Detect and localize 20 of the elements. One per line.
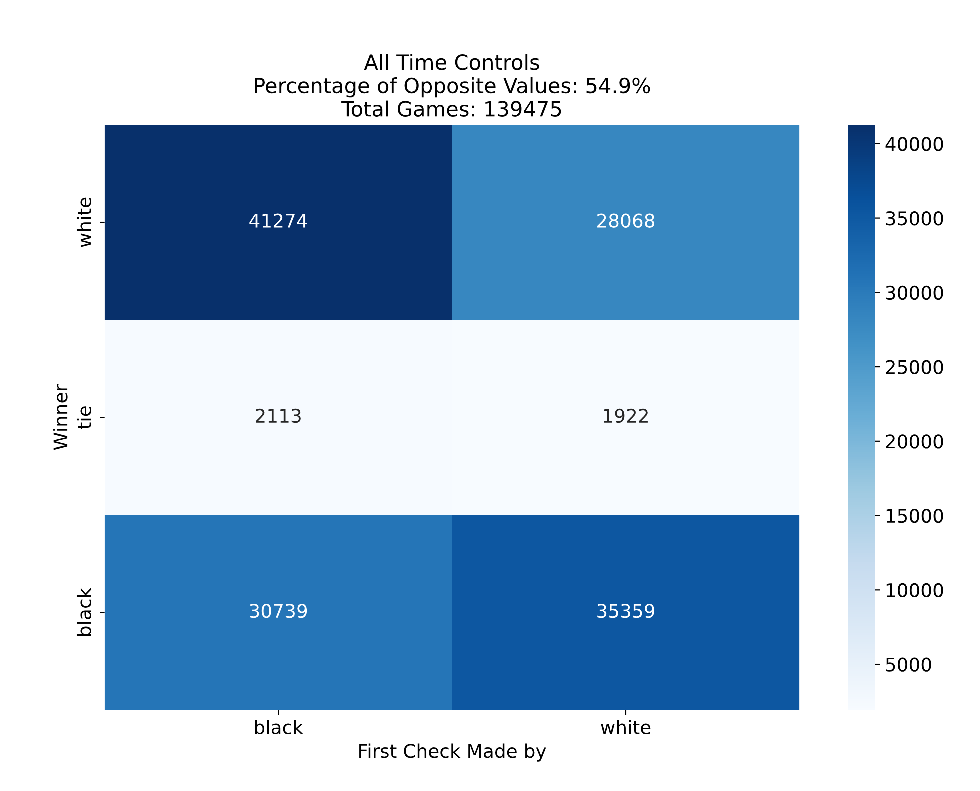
data-label: 41274 — [250, 214, 308, 228]
data-label: 30739 — [250, 604, 308, 618]
y-axis-title: Winner — [53, 384, 68, 450]
color-bar-label: 30000 — [886, 286, 944, 300]
data-label: 1922 — [604, 408, 648, 424]
data-label: 35359 — [598, 604, 654, 618]
color-bar-label: 20000 — [886, 434, 944, 449]
x-axis-title: First Check Made by — [360, 744, 546, 762]
chart-title: All Time Controls Percentage of Opposite Values: 54.9% Total Games: 139475 — [255, 54, 650, 117]
color-bar-label: 40000 — [886, 137, 944, 152]
data-label: 28068 — [598, 214, 655, 228]
y-tick-label: white — [76, 198, 92, 248]
color-bar-label: 10000 — [886, 583, 944, 598]
color-bar-label: 35000 — [886, 212, 944, 226]
y-tick-label: tie — [76, 406, 92, 430]
color-bar-label: 15000 — [886, 508, 944, 524]
data-label: 2113 — [256, 408, 301, 424]
y-tick-label: black — [76, 588, 92, 636]
color-bar-label: 25000 — [886, 360, 944, 374]
color-bar-label: 5000 — [886, 658, 932, 672]
